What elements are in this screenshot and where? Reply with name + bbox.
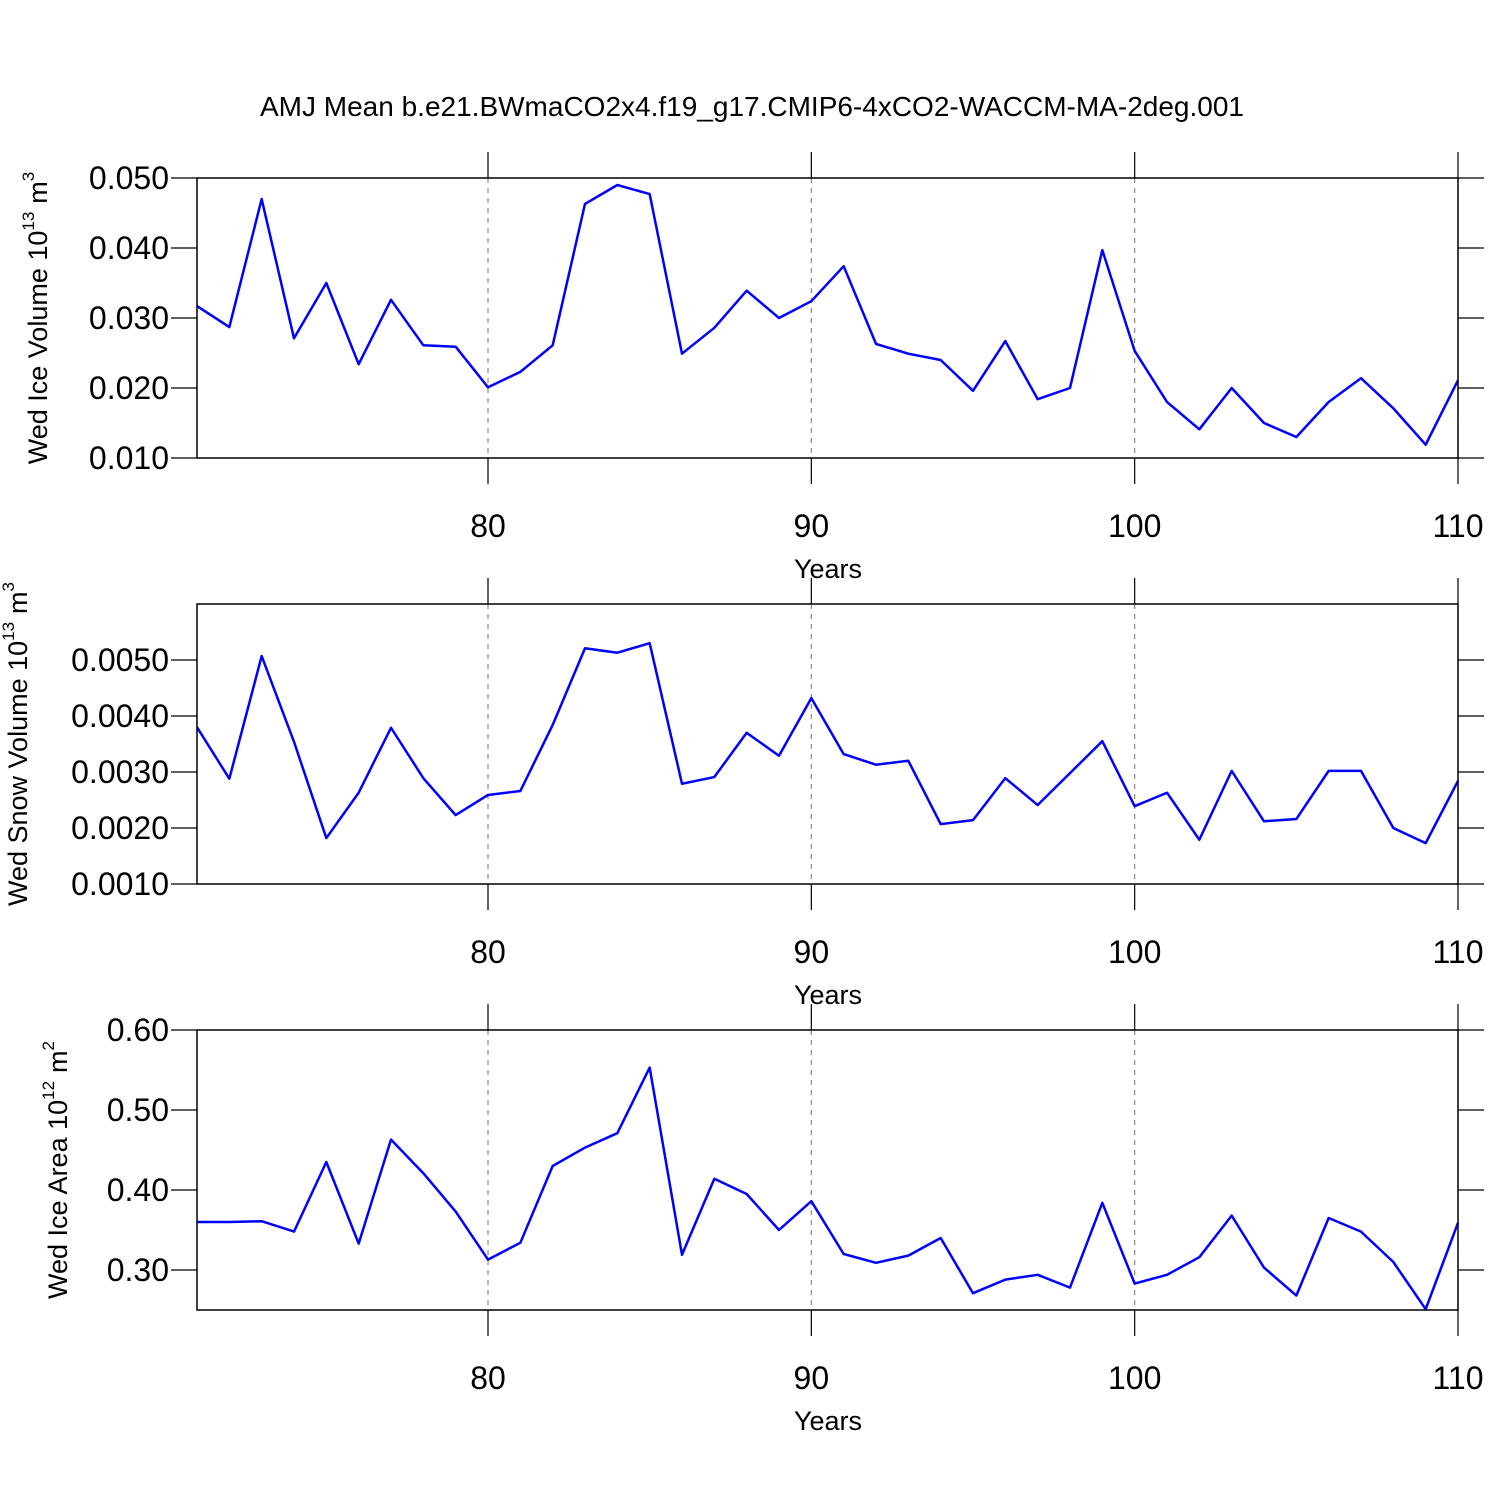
y-label-unit-exponent: 2	[39, 1041, 58, 1050]
y-label-text: Wed Ice Area 10	[43, 1100, 73, 1299]
y-tick-label: 0.50	[107, 1092, 169, 1128]
x-axis-label: Years	[794, 980, 862, 1010]
y-label-unit-exponent: 3	[19, 172, 38, 181]
x-tick-label: 110	[1432, 934, 1483, 970]
data-line	[196, 183, 1460, 446]
x-tick-label: 80	[470, 934, 506, 970]
x-tick-label: 90	[794, 508, 830, 544]
plot-frame	[196, 603, 1459, 885]
y-tick-label: 0.0020	[71, 810, 169, 846]
y-tick-label: 0.030	[89, 300, 169, 336]
y-label-text: Wed Snow Volume 10	[3, 641, 33, 906]
x-tick-label: 80	[470, 1360, 506, 1396]
y-tick-label: 0.0040	[71, 698, 169, 734]
plot-frame	[196, 177, 1459, 459]
y-tick-label: 0.40	[107, 1172, 169, 1208]
y-tick-label: 0.050	[89, 160, 169, 196]
y-label-exponent: 13	[0, 622, 18, 641]
y-axis-label: Wed Ice Area 1012 m2	[39, 1041, 73, 1299]
figure-title: AMJ Mean b.e21.BWmaCO2x4.f19_g17.CMIP6-4…	[260, 91, 1244, 122]
y-tick-label: 0.0050	[71, 642, 169, 678]
y-label-exponent: 13	[19, 212, 38, 231]
y-tick-label: 0.30	[107, 1252, 169, 1288]
x-tick-label: 90	[794, 1360, 830, 1396]
y-label-unit: m	[43, 1050, 73, 1073]
y-tick-label: 0.010	[89, 440, 169, 476]
y-label-exponent: 12	[39, 1081, 58, 1100]
data-line	[195, 641, 1460, 845]
x-tick-label: 100	[1108, 1360, 1161, 1396]
y-label-unit: m	[23, 181, 53, 204]
x-tick-label: 100	[1108, 508, 1161, 544]
x-tick-label: 110	[1432, 508, 1483, 544]
y-tick-label: 0.60	[107, 1012, 169, 1048]
x-tick-label: 100	[1108, 934, 1161, 970]
y-axis-label: Wed Snow Volume 1013 m3	[0, 582, 33, 906]
y-tick-label: 0.020	[89, 370, 169, 406]
y-tick-label: 0.0030	[71, 754, 169, 790]
y-tick-label: 0.040	[89, 230, 169, 266]
y-label-unit-exponent: 3	[0, 582, 18, 591]
data-line	[197, 1066, 1460, 1311]
plot-frame	[196, 1029, 1459, 1311]
x-tick-label: 110	[1432, 1360, 1483, 1396]
x-axis-label: Years	[794, 1406, 862, 1436]
y-label-unit: m	[3, 591, 33, 614]
y-tick-label: 0.0010	[71, 866, 169, 902]
x-tick-label: 90	[794, 934, 830, 970]
y-label-text: Wed Ice Volume 10	[23, 231, 53, 465]
x-axis-label: Years	[794, 554, 862, 584]
x-tick-label: 80	[470, 508, 506, 544]
y-axis-label: Wed Ice Volume 1013 m3	[19, 172, 53, 465]
